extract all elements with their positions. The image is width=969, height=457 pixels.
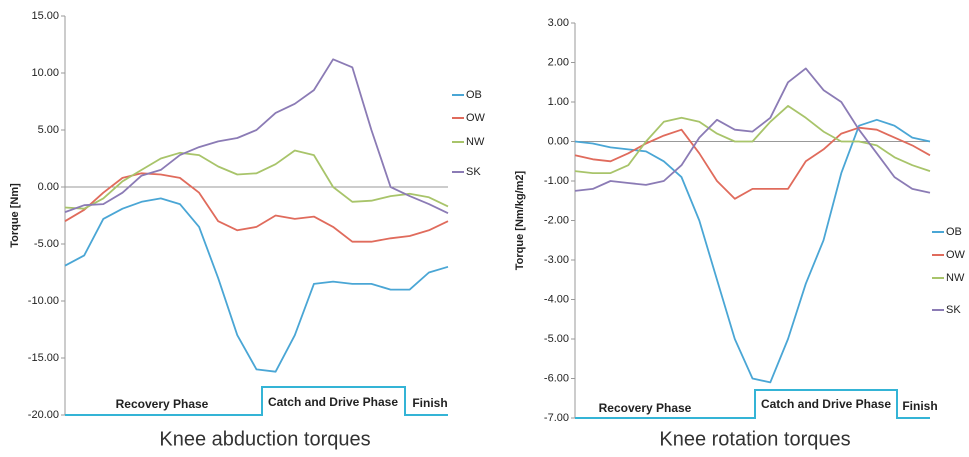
series-line: [64, 197, 449, 373]
y-tick-label: 5.00: [38, 124, 59, 136]
y-tick-label: 10.00: [31, 67, 59, 79]
y-tick-label: -20.00: [28, 409, 59, 421]
legend-label: OW: [946, 249, 966, 261]
series-line: [574, 126, 931, 200]
chart-caption: Knee rotation torques: [659, 428, 850, 450]
y-tick-label: 2.00: [548, 56, 569, 68]
phase-line: [65, 386, 448, 416]
y-tick-label: 1.00: [548, 96, 569, 108]
y-tick-label: -15.00: [28, 352, 59, 364]
chart-caption: Knee abduction torques: [159, 428, 370, 450]
phase-label: Catch and Drive Phase: [761, 397, 891, 411]
y-tick-label: 0.00: [548, 135, 569, 147]
y-tick-label: -6.00: [544, 372, 569, 384]
y-tick-label: -2.00: [544, 214, 569, 226]
y-axis-label: Torque [Nm]: [9, 183, 21, 248]
series-line: [574, 105, 931, 174]
phase-label: Finish: [902, 399, 937, 413]
y-axis-label: Torque [Nm/kg/m2]: [514, 170, 526, 270]
legend-label: NW: [946, 272, 965, 284]
legend-label: OB: [946, 226, 962, 238]
phase-line: [575, 389, 930, 419]
y-tick-label: -10.00: [28, 295, 59, 307]
series-line: [64, 58, 449, 215]
legend-label: OW: [466, 112, 486, 124]
phase-label: Catch and Drive Phase: [268, 395, 398, 409]
series-line: [574, 67, 931, 194]
y-tick-label: -7.00: [544, 412, 569, 424]
phase-label: Recovery Phase: [116, 397, 209, 411]
y-tick-label: -5.00: [34, 238, 59, 250]
y-tick-label: -1.00: [544, 175, 569, 187]
y-tick-label: -5.00: [544, 333, 569, 345]
legend-label: NW: [466, 136, 485, 148]
legend-label: SK: [946, 304, 961, 316]
y-tick-label: -4.00: [544, 293, 569, 305]
y-tick-label: 0.00: [38, 181, 59, 193]
series-line: [574, 118, 931, 384]
series-line: [64, 149, 449, 210]
series-line: [64, 172, 449, 243]
legend-label: OB: [466, 89, 482, 101]
y-tick-label: 3.00: [548, 17, 569, 29]
y-tick-label: 15.00: [31, 10, 59, 22]
phase-label: Recovery Phase: [599, 401, 692, 415]
y-tick-label: -3.00: [544, 254, 569, 266]
legend-label: SK: [466, 166, 481, 178]
phase-label: Finish: [412, 396, 447, 410]
